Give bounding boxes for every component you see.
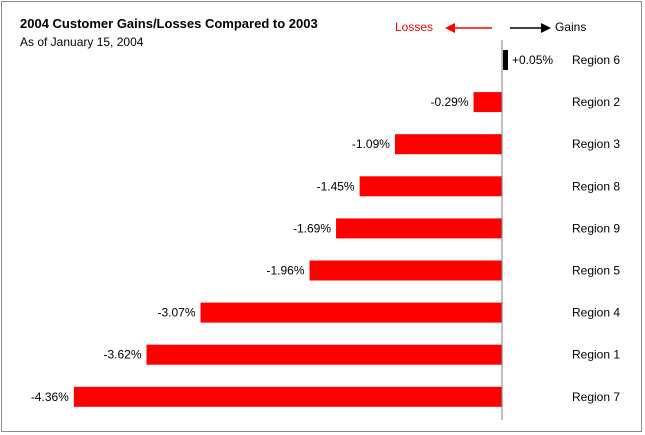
category-label: Region 4 bbox=[572, 306, 620, 320]
bar-region-4 bbox=[200, 302, 502, 323]
bar-region-3 bbox=[394, 134, 502, 155]
category-label: Region 2 bbox=[572, 95, 620, 109]
value-label: +0.05% bbox=[512, 53, 553, 67]
bar-region-8 bbox=[359, 176, 502, 197]
category-label: Region 1 bbox=[572, 348, 620, 362]
bar-region-9 bbox=[336, 218, 502, 239]
legend-gains-label: Gains bbox=[555, 20, 587, 34]
bar-region-7 bbox=[73, 386, 503, 407]
category-label: Region 5 bbox=[572, 264, 620, 278]
category-label: Region 7 bbox=[572, 390, 620, 404]
value-label: -1.69% bbox=[293, 221, 331, 235]
chart-title: 2004 Customer Gains/Losses Compared to 2… bbox=[20, 16, 318, 31]
value-label: -3.62% bbox=[103, 348, 141, 362]
value-label: -3.07% bbox=[157, 306, 195, 320]
chart-subtitle: As of January 15, 2004 bbox=[20, 35, 144, 49]
category-label: Region 3 bbox=[572, 137, 620, 151]
legend-losses-label: Losses bbox=[395, 20, 434, 34]
bar-region-6 bbox=[503, 50, 508, 70]
bar-region-2 bbox=[473, 92, 502, 113]
category-label: Region 9 bbox=[572, 221, 620, 235]
category-label: Region 6 bbox=[572, 53, 620, 67]
value-label: -0.29% bbox=[430, 95, 468, 109]
value-label: -1.45% bbox=[317, 179, 355, 193]
value-label: -4.36% bbox=[31, 390, 69, 404]
value-label: -1.09% bbox=[352, 137, 390, 151]
bars-group: +0.05% Region 6 -0.29% Region 2 -1.09% Region… bbox=[31, 50, 620, 407]
bar-region-1 bbox=[146, 344, 503, 365]
bar-region-5 bbox=[309, 260, 502, 281]
value-label: -1.96% bbox=[266, 264, 304, 278]
category-label: Region 8 bbox=[572, 179, 620, 193]
